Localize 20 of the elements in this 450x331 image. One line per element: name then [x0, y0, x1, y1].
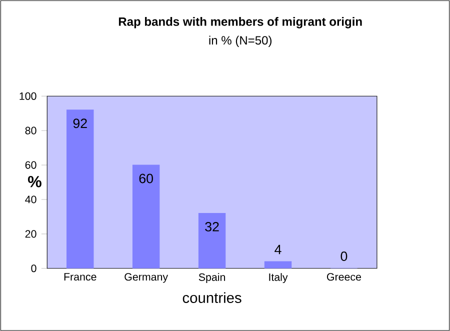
y-tick-label: 100	[20, 92, 36, 100]
x-tick-label: France	[64, 273, 96, 280]
x-tick-label: Italy	[269, 273, 288, 283]
x-tick-label: Greece	[327, 273, 362, 281]
data-label: 4	[274, 244, 282, 254]
x-axis-title: countries	[182, 292, 242, 303]
data-label: 32	[205, 222, 219, 232]
chart-title: Rap bands with members of migrant origin	[118, 17, 362, 28]
x-tick-label: Germany	[124, 273, 168, 283]
data-label: 92	[73, 118, 87, 128]
x-tick-label: Spain	[198, 273, 226, 283]
y-tick-label: 20	[25, 230, 36, 238]
y-axis-title: %	[28, 176, 42, 188]
chart-subtitle: in % (N=50)	[209, 36, 272, 47]
data-label: 60	[139, 174, 153, 184]
data-label: 0	[340, 251, 348, 261]
y-tick-label: 80	[25, 126, 36, 134]
y-tick-label: 0	[31, 264, 36, 272]
y-tick-label: 40	[25, 196, 36, 204]
y-tick-label: 60	[25, 161, 36, 169]
